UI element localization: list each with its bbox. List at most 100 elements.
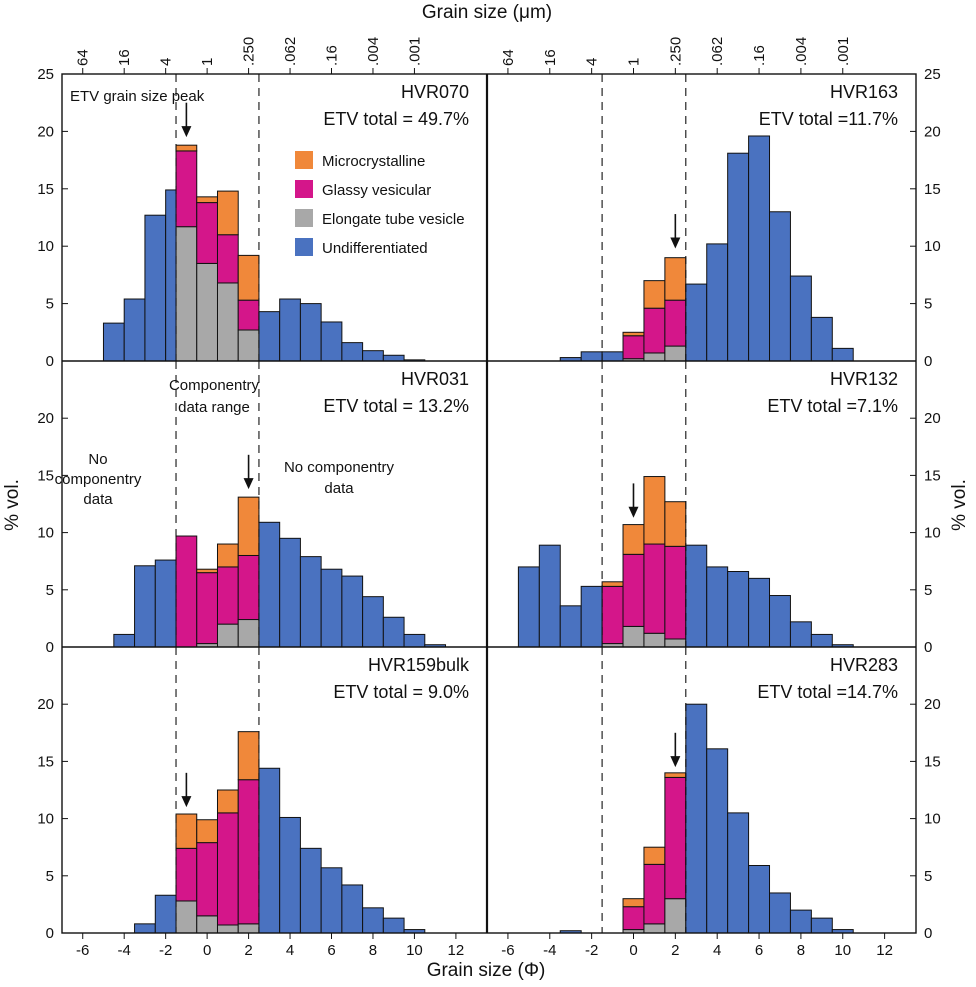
bar-glassy-phi-2	[237, 554, 260, 621]
y-tick-label: 0	[46, 353, 54, 370]
y-tick-label: 10	[37, 238, 54, 255]
bar-und-phi-7	[769, 892, 791, 934]
y-tick-label: 25	[37, 66, 54, 83]
y-tick-label: 10	[924, 811, 941, 828]
top-tick-label: .250	[241, 37, 258, 66]
bar-glassy-phi-1	[216, 812, 239, 926]
panel-hvr283: HVR283 ETV total =14.7% 0 5 10 15 20	[559, 647, 941, 942]
x-tick-label: 4	[286, 942, 294, 959]
panel-hvr159bulk: HVR159bulk ETV total = 9.0% 0 5 10 15 20	[37, 647, 470, 942]
panel-hvr163: HVR163 ETV total =11.7% 0 5 10 15 20 25	[559, 66, 941, 370]
panel-name: HVR283	[830, 655, 898, 675]
legend-swatch-2	[295, 209, 313, 227]
no-data-right-annotation: data	[324, 480, 354, 497]
bar-etv-phi-1	[643, 923, 666, 934]
bar-micro-phi-1	[643, 280, 666, 309]
bar-und-phi--3	[134, 923, 156, 934]
legend-label-1: Glassy vesicular	[322, 182, 431, 199]
bar-und-phi-7	[341, 884, 364, 934]
bar-micro-phi-2	[237, 254, 260, 301]
top-tick-label: .250	[667, 37, 684, 66]
top-tick-label: .004	[793, 37, 810, 66]
bar-und-phi-4	[279, 816, 301, 934]
top-tick-label: 64	[75, 49, 92, 66]
bar-etv-phi-1	[216, 924, 239, 934]
bar-und-phi-3	[258, 767, 281, 934]
top-tick-label: 4	[158, 58, 175, 66]
bar-micro-phi-2	[237, 496, 260, 556]
panel-name: HVR132	[830, 369, 898, 389]
x-tick-label: -4	[118, 942, 131, 959]
bar-und-phi-5	[299, 303, 322, 362]
bar-und-phi-4	[279, 298, 301, 362]
bar-glassy-phi-1	[216, 234, 239, 284]
legend: Microcrystalline Glassy vesicular Elongate…	[295, 151, 465, 257]
panel-hvr132: HVR132 ETV total =7.1% 0 5 10 15 20	[517, 361, 941, 656]
legend-swatch-1	[295, 180, 313, 198]
bar-etv-phi-2	[664, 345, 687, 362]
panel-name: HVR031	[401, 369, 469, 389]
bar-etv-phi-0	[196, 915, 218, 934]
x-tick-label: 0	[629, 942, 637, 959]
bar-und-phi-4	[279, 537, 301, 648]
bar-und-phi--4	[538, 544, 561, 648]
top-tick-label: 4	[584, 58, 601, 66]
bar-etv-phi-2	[237, 923, 260, 934]
bar-und-phi--3	[559, 605, 582, 648]
etv-total-label: ETV total = 13.2%	[323, 396, 469, 416]
top-tick-label: .001	[835, 37, 852, 66]
peak-arrow-icon	[243, 478, 254, 490]
bar-und-phi--5	[517, 566, 540, 648]
panel-name: HVR159bulk	[368, 655, 470, 675]
bar-und-phi-5	[727, 152, 750, 362]
plot-frame	[61, 73, 917, 934]
y-tick-label: 0	[46, 925, 54, 942]
y-tick-label: 0	[924, 639, 932, 656]
bar-etv-phi-0	[196, 262, 218, 362]
bar-und-phi-6	[748, 135, 771, 362]
top-tick-label: .062	[282, 37, 299, 66]
top-tick-label: 1	[199, 58, 216, 66]
bar-micro-phi-0	[196, 196, 218, 204]
x-tick-label: -6	[501, 942, 514, 959]
x-tick-label: -2	[585, 942, 598, 959]
y-tick-label: 5	[924, 582, 932, 599]
bar-etv-phi--1	[175, 226, 198, 362]
peak-arrow-icon	[181, 796, 192, 808]
bar-micro-phi-2	[664, 257, 687, 301]
etv-total-label: ETV total =7.1%	[767, 396, 898, 416]
bar-und-phi-4	[706, 748, 729, 934]
bar-micro-phi-0	[622, 898, 645, 908]
bar-und-phi-8	[362, 596, 384, 648]
top-tick-label: .004	[365, 37, 382, 66]
y-tick-label: 10	[924, 525, 941, 542]
etv-total-label: ETV total =11.7%	[759, 109, 898, 129]
bar-und-phi-5	[299, 556, 322, 648]
bar-und-phi-4	[706, 243, 729, 362]
x-tick-label: 4	[713, 942, 721, 959]
bar-und-phi-8	[362, 350, 384, 362]
y-tick-label: 0	[924, 925, 932, 942]
bar-micro-phi--1	[175, 813, 198, 849]
bar-und-phi--1	[601, 351, 624, 362]
bar-und-phi-9	[382, 917, 405, 934]
panel-hvr070: HVR070 ETV total = 49.7% 0 5 10 15 20 25	[37, 66, 469, 370]
y-axis-title-left: % vol.	[2, 479, 23, 531]
y-tick-label: 15	[924, 753, 941, 770]
bar-etv-phi-1	[216, 282, 239, 362]
x-tick-label: 6	[755, 942, 763, 959]
bar-etv-phi-2	[664, 638, 687, 648]
x-tick-label: 2	[671, 942, 679, 959]
bar-und-phi-8	[789, 909, 812, 934]
bar-und-phi-3	[685, 283, 708, 362]
top-axis-title: Grain size (μm)	[422, 2, 552, 23]
bar-und-phi--2	[154, 894, 177, 934]
bar-und-phi--2	[580, 351, 603, 362]
peak-arrow-icon	[670, 237, 681, 249]
bar-und-phi-6	[320, 321, 343, 362]
x-tick-label: 8	[369, 942, 377, 959]
peak-arrow-icon	[628, 506, 639, 518]
panel-name: HVR163	[830, 82, 898, 102]
y-tick-label: 15	[37, 467, 54, 484]
bar-und-phi-10	[831, 347, 854, 362]
